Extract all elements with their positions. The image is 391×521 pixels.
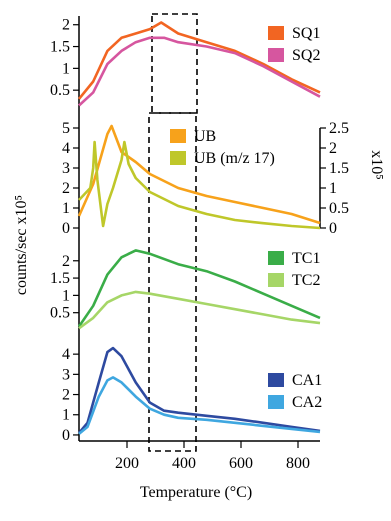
y-tick-label-ub-3: 3 [62, 160, 70, 177]
series-line-ub-m-z-17- [78, 140, 321, 230]
y-tick-label-sq-3: 2 [62, 17, 70, 34]
legend-label-tc1: TC1 [292, 250, 320, 267]
y2-tick-label-5: 2.5 [329, 120, 349, 137]
legend-swatch-tc1 [268, 251, 284, 265]
x-ticks: 200 400 600 800 [115, 441, 310, 472]
legend-swatch-sq1 [268, 26, 284, 40]
x-tick-label-200: 200 [115, 455, 139, 472]
legend-label-ca1: CA1 [292, 372, 322, 389]
y-tick-label-ub-2: 2 [62, 180, 70, 197]
series-line-tc2 [78, 290, 321, 330]
y2-tick-label-1: 0.5 [329, 200, 349, 217]
series-line-sq2 [78, 36, 321, 107]
legend-swatch-ca1 [268, 373, 284, 387]
series-line-ca2 [78, 376, 321, 435]
panels-group: 0.511.52 SQ1SQ201234500.511.522.5x10⁵UBUB… [50, 17, 385, 444]
y-tick-label-ub-4: 4 [62, 140, 70, 157]
legend-label-tc2: TC2 [292, 272, 320, 289]
legend-label-sq1: SQ1 [292, 25, 320, 42]
y2-tick-label-0: 0 [329, 220, 337, 237]
y-tick-label-ca-1: 1 [62, 407, 70, 424]
series-line-ub [77, 124, 321, 225]
legend-swatch-sq2 [268, 48, 284, 62]
y-tick-label-ca-2: 2 [62, 387, 70, 404]
y-tick-label-ca-4: 4 [62, 346, 70, 363]
legend-label-ca2: CA2 [292, 394, 322, 411]
y-tick-label-sq-2: 1.5 [50, 39, 70, 56]
legend-swatch-tc2 [268, 273, 284, 287]
y-tick-label-ub-5: 5 [62, 120, 70, 137]
y-tick-label-tc-3: 2 [62, 253, 70, 270]
legend-swatch-ca2 [268, 395, 284, 409]
panel-ub: 0 1 2 3 4 5 0 0.5 1 1.5 2 2.5 x10⁵ UB UB (m/z 17) [62, 120, 385, 237]
legend-swatch-ub [170, 129, 186, 143]
highlight-box-main [148, 112, 197, 452]
x-tick-label-600: 600 [229, 455, 253, 472]
y2-tick-label-3: 1.5 [329, 160, 349, 177]
y-tick-label-sq-1: 1 [62, 60, 70, 77]
y2-axis-title: x10⁵ [368, 150, 385, 180]
x-tick-label-400: 400 [172, 455, 196, 472]
y-tick-label-ca-3: 3 [62, 366, 70, 383]
x-axis-title: Temperature (°C) [140, 484, 252, 501]
y-tick-label-tc-0: 0.5 [50, 305, 70, 322]
series-line-sq1 [77, 21, 321, 100]
y-tick-label-ub-0: 0 [62, 220, 70, 237]
panel-sq: 0.5 1 1.5 2 SQ1 SQ2 [50, 17, 321, 107]
x-tick-label-800: 800 [286, 455, 310, 472]
panel-tc: 0.511.52 TC1 TC2 [50, 249, 321, 330]
y-tick-label-sq-0: 0.5 [50, 82, 70, 99]
series-line-ca1 [78, 346, 321, 434]
y2-tick-label-4: 2 [329, 140, 337, 157]
y2-tick-label-2: 1 [329, 180, 337, 197]
legend-label-sq2: SQ2 [292, 47, 320, 64]
y-tick-label-tc-2: 1.5 [50, 270, 70, 287]
highlight-box-top [151, 13, 198, 114]
y-axis-title: counts/sec x10⁵ [13, 195, 30, 295]
y-tick-label-ub-1: 1 [62, 200, 70, 217]
y-tick-label-tc-1: 1 [62, 287, 70, 304]
legend-label-ub-m-z-17-: UB (m/z 17) [194, 150, 275, 167]
legend-label-ub: UB [194, 128, 216, 145]
legend-swatch-ub-m-z-17- [170, 151, 186, 165]
y-tick-label-ca-0: 0 [62, 427, 70, 444]
series-line-tc1 [77, 249, 321, 328]
panel-ca: 0 1 2 3 4 CA1 CA2 [62, 346, 322, 444]
